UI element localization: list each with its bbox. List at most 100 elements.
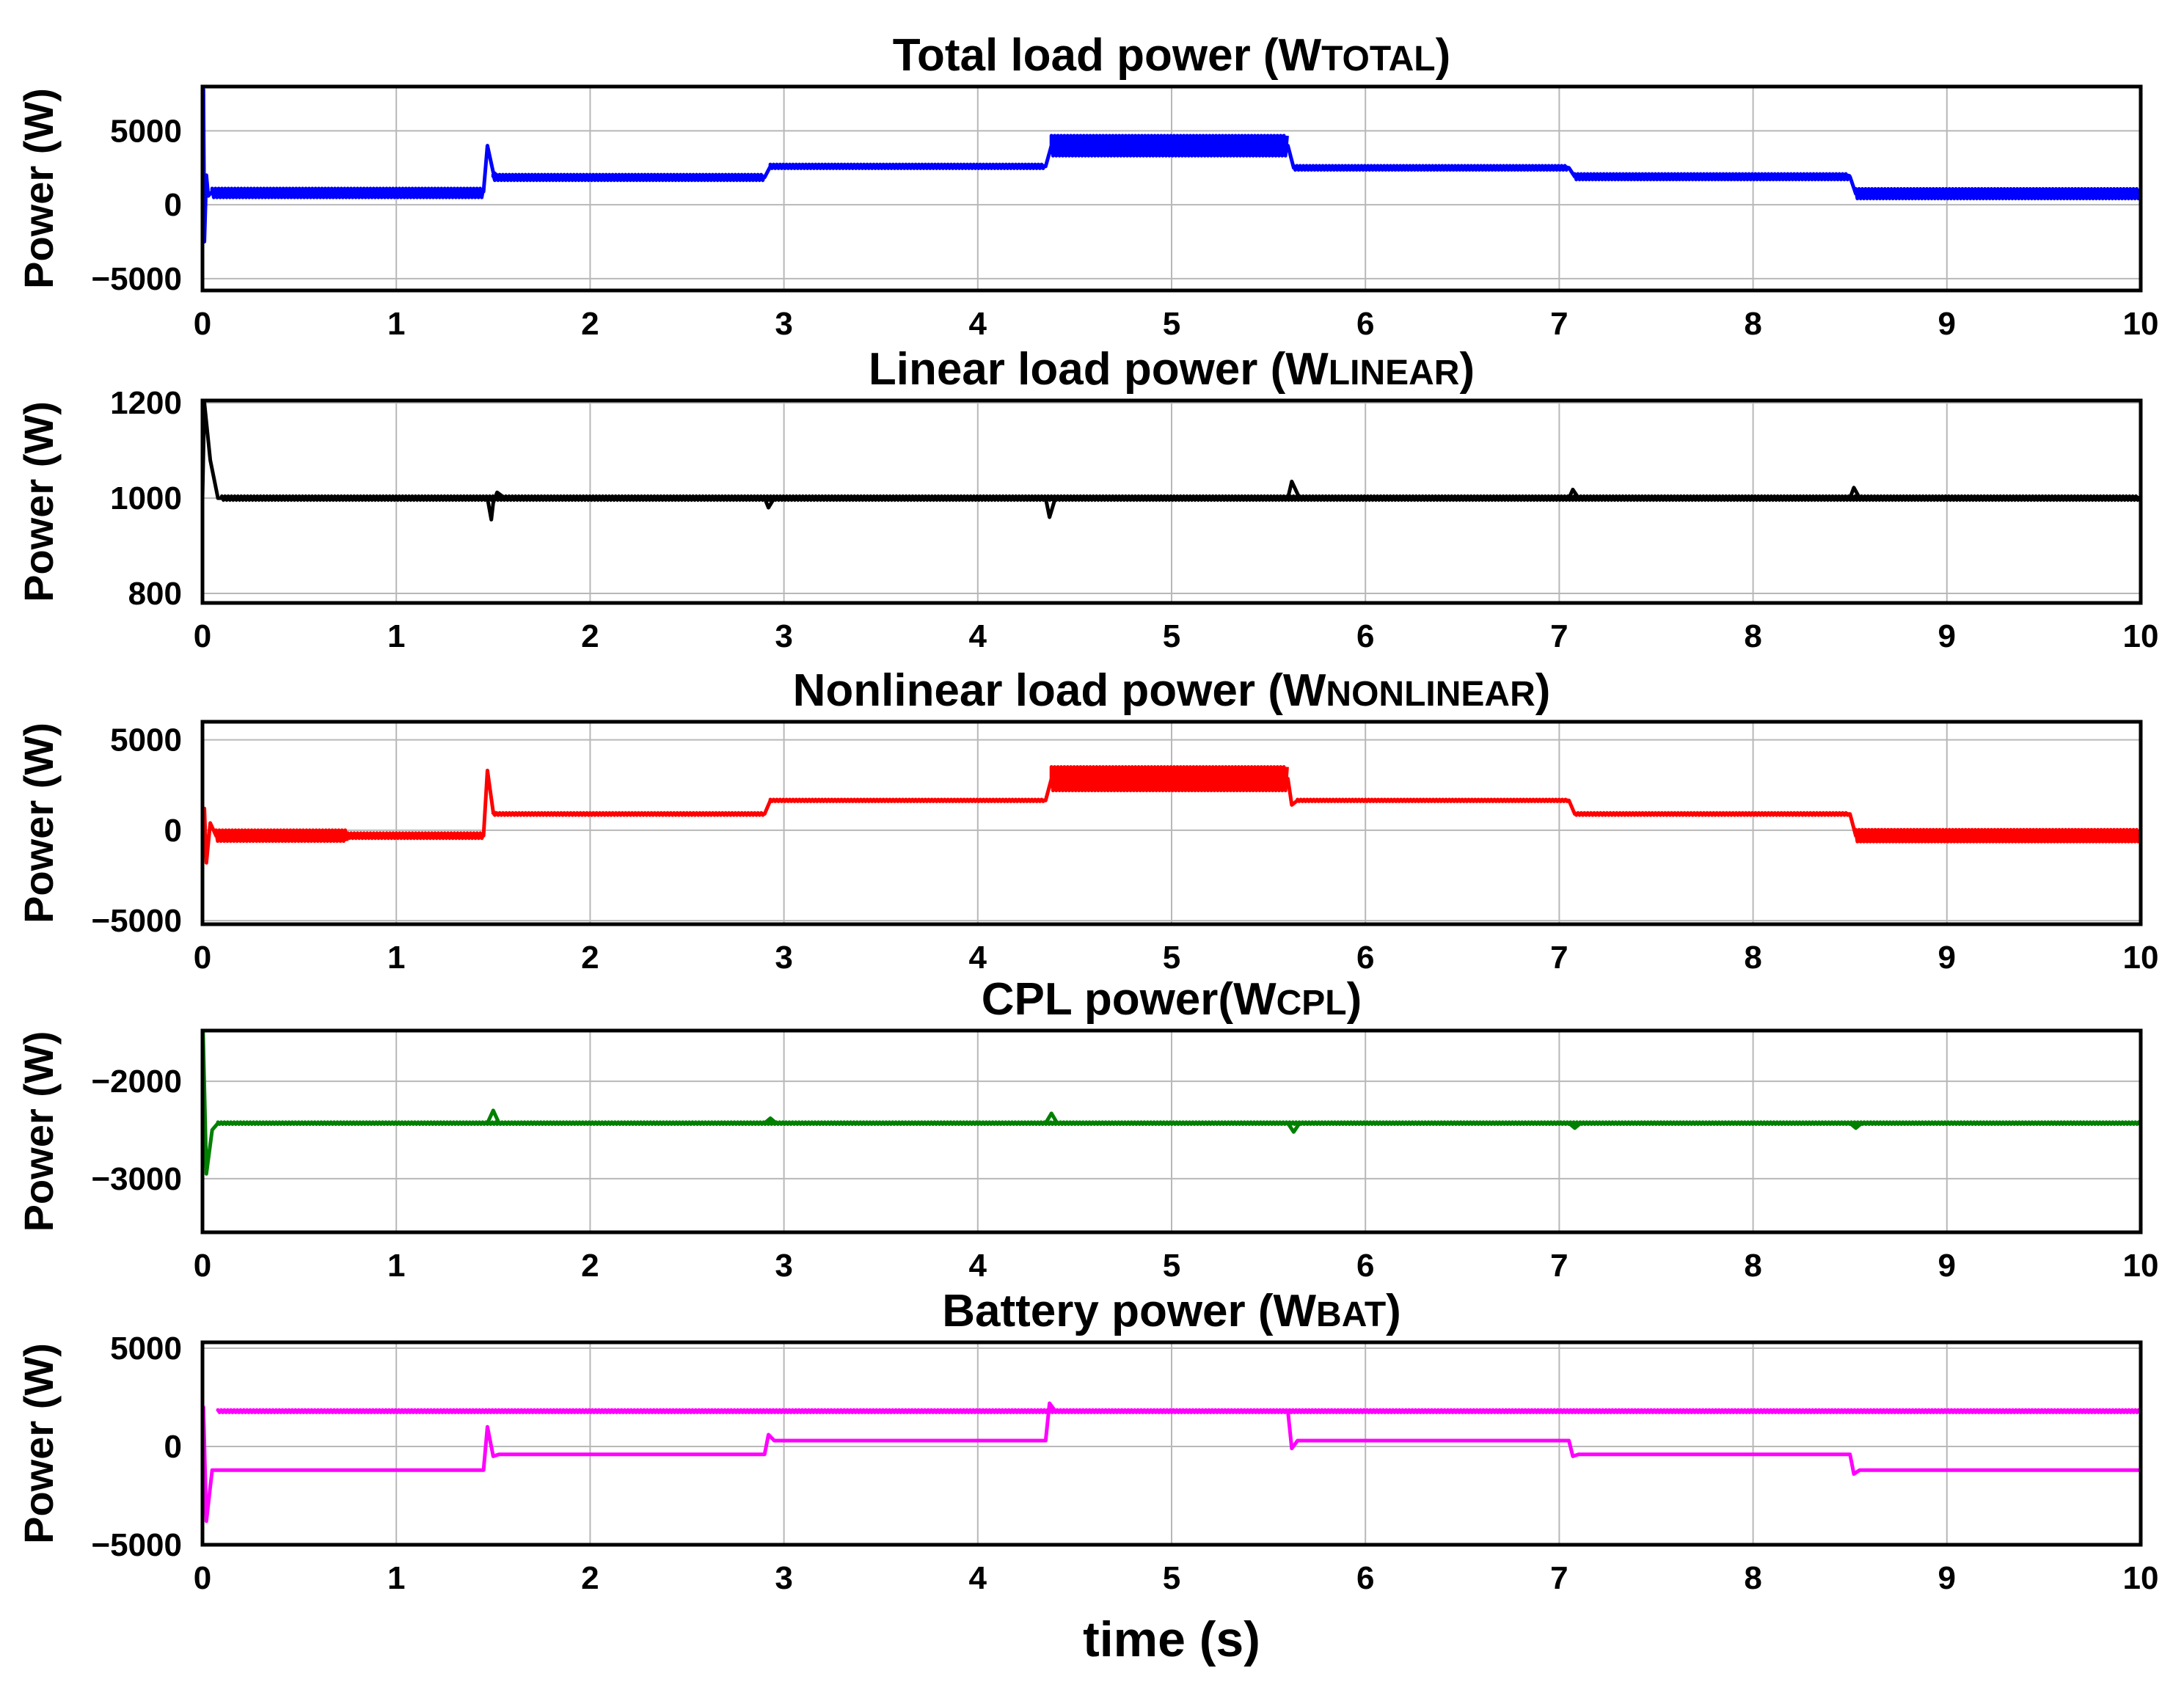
chart-title: Battery power (WBAT) <box>942 1286 1401 1336</box>
x-tick-label: 2 <box>581 618 599 654</box>
plot-frame <box>200 1340 2143 1547</box>
x-tick-label: 9 <box>1938 306 1956 342</box>
y-axis-label: Power (W) <box>15 401 62 602</box>
y-tick-label: 5000 <box>110 1331 182 1367</box>
x-tick-label: 2 <box>581 306 599 342</box>
chart-title-end: ) <box>1459 344 1475 395</box>
y-tick-label: 800 <box>128 576 182 612</box>
data-series-line <box>200 1031 2142 1176</box>
x-tick-label: 5 <box>1163 618 1180 654</box>
y-tick-label: 0 <box>164 187 182 223</box>
y-tick-label: 0 <box>164 813 182 849</box>
x-tick-label: 5 <box>1163 306 1180 342</box>
x-tick-label: 8 <box>1744 306 1761 342</box>
grid <box>202 1342 2141 1545</box>
y-tick-label: −5000 <box>91 903 182 939</box>
chart-title-subscript: LINEAR <box>1329 354 1460 392</box>
x-tick-label: 3 <box>775 1248 792 1284</box>
chart-title: Total load power (WTOTAL) <box>893 30 1451 81</box>
chart-title-subscript: TOTAL <box>1321 40 1436 78</box>
x-tick-label: 7 <box>1550 618 1568 654</box>
plot-frame <box>200 1028 2143 1234</box>
y-tick-label: 5000 <box>110 723 182 758</box>
data-series-line <box>200 1401 2142 1523</box>
x-tick-label: 0 <box>194 1560 211 1596</box>
x-tick-label: 9 <box>1938 618 1956 654</box>
x-tick-label: 3 <box>775 618 792 654</box>
x-tick-label: 6 <box>1356 306 1374 342</box>
x-tick-label: 10 <box>2123 618 2159 654</box>
plot-frame <box>200 398 2143 605</box>
grid <box>202 87 2141 290</box>
x-tick-label: 6 <box>1356 940 1374 976</box>
x-tick-label: 10 <box>2123 1560 2159 1596</box>
grid <box>202 1031 2141 1232</box>
chart-title-text: CPL power(W <box>982 974 1277 1025</box>
x-tick-label: 0 <box>194 1248 211 1284</box>
x-tick-label: 7 <box>1550 940 1568 976</box>
x-tick-label: 5 <box>1163 940 1180 976</box>
x-tick-label: 8 <box>1744 940 1761 976</box>
chart-panel-4: CPL power(WCPL) Power (W) −3000 −2000 0 1 2 3 4 5… <box>15 974 2158 1284</box>
grid <box>202 722 2141 924</box>
y-tick-label: 0 <box>164 1429 182 1465</box>
y-tick-label: −3000 <box>91 1161 182 1197</box>
x-tick-label: 9 <box>1938 940 1956 976</box>
chart-title-end: ) <box>1535 665 1551 716</box>
x-tick-label: 8 <box>1744 1248 1761 1284</box>
chart-title-end: ) <box>1347 974 1362 1025</box>
chart-title-subscript: BAT <box>1316 1295 1386 1334</box>
data-series-line <box>200 87 2142 244</box>
x-tick-label: 0 <box>194 306 211 342</box>
x-tick-label: 4 <box>969 618 987 654</box>
x-tick-label: 7 <box>1550 1560 1568 1596</box>
y-tick-label: 5000 <box>110 113 182 149</box>
chart-title-subscript: CPL <box>1277 984 1347 1023</box>
chart-title: CPL power(WCPL) <box>982 974 1362 1025</box>
x-tick-label: 5 <box>1163 1248 1180 1284</box>
x-axis-label: time (s) <box>1083 1612 1260 1667</box>
y-tick-label: 1000 <box>110 480 182 516</box>
plot-frame <box>200 84 2143 293</box>
x-tick-label: 10 <box>2123 306 2159 342</box>
x-tick-label: 1 <box>387 618 405 654</box>
x-tick-label: 4 <box>969 1560 987 1596</box>
x-tick-label: 6 <box>1356 1248 1374 1284</box>
y-tick-label: −2000 <box>91 1064 182 1100</box>
x-tick-label: 0 <box>194 618 211 654</box>
x-tick-label: 5 <box>1163 1560 1180 1596</box>
x-tick-label: 4 <box>969 940 987 976</box>
x-tick-label: 10 <box>2123 1248 2159 1284</box>
chart-title-text: Nonlinear load power (W <box>793 665 1326 716</box>
chart-title-text: Battery power (W <box>942 1286 1316 1336</box>
x-tick-label: 1 <box>387 940 405 976</box>
x-tick-label: 4 <box>969 306 987 342</box>
x-tick-label: 1 <box>387 306 405 342</box>
chart-title-text: Linear load power (W <box>869 344 1329 395</box>
chart-title-end: ) <box>1436 30 1451 81</box>
x-tick-label: 4 <box>969 1248 987 1284</box>
x-tick-label: 9 <box>1938 1248 1956 1284</box>
chart-title: Linear load power (WLINEAR) <box>869 344 1475 395</box>
x-tick-label: 6 <box>1356 1560 1374 1596</box>
x-tick-label: 1 <box>387 1248 405 1284</box>
x-tick-label: 3 <box>775 306 792 342</box>
x-tick-label: 3 <box>775 940 792 976</box>
chart-panel-5: Battery power (WBAT) Power (W) −5000 0 5000 0… <box>15 1286 2158 1596</box>
chart-title-end: ) <box>1386 1286 1401 1336</box>
y-axis-label: Power (W) <box>15 88 62 289</box>
x-tick-label: 2 <box>581 940 599 976</box>
y-axis-label: Power (W) <box>15 723 62 923</box>
chart-title-subscript: NONLINEAR <box>1326 675 1535 714</box>
x-tick-label: 2 <box>581 1248 599 1284</box>
x-tick-label: 3 <box>775 1560 792 1596</box>
x-tick-label: 7 <box>1550 1248 1568 1284</box>
data-series-line <box>200 765 2142 865</box>
data-series-line <box>200 400 2141 522</box>
chart-title-text: Total load power (W <box>893 30 1322 81</box>
x-tick-label: 9 <box>1938 1560 1956 1596</box>
x-tick-label: 8 <box>1744 618 1761 654</box>
x-tick-label: 0 <box>194 940 211 976</box>
x-tick-label: 2 <box>581 1560 599 1596</box>
